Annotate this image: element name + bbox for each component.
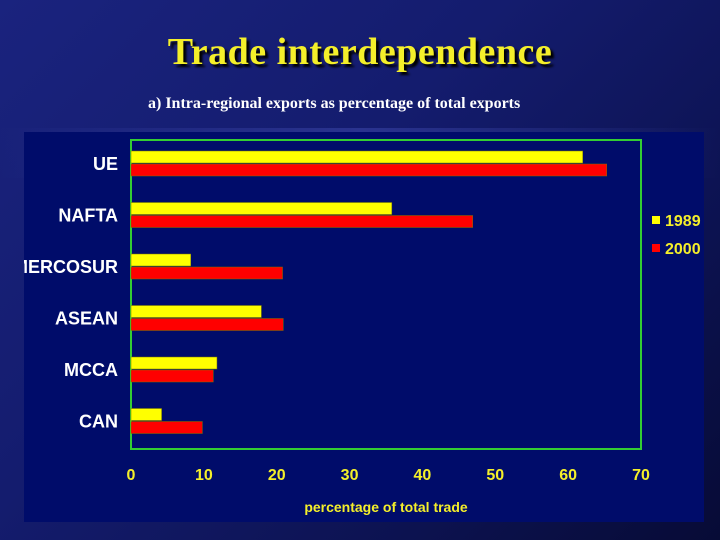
bar-asean-2000 [130, 318, 284, 331]
x-tick-60: 60 [559, 467, 577, 484]
slide-title: Trade interdependence [167, 31, 553, 73]
category-label-mcca: MCCA [64, 360, 118, 380]
bar-mcca-2000 [130, 369, 214, 383]
x-tick-labels: 0 10 20 30 40 50 60 70 [127, 467, 650, 484]
bars-group [130, 150, 608, 434]
bar-nafta-2000 [130, 215, 473, 228]
x-tick-0: 0 [127, 467, 136, 484]
x-tick-20: 20 [268, 467, 286, 484]
bar-can-2000 [130, 421, 203, 434]
category-labels: UE NAFTA MERCOSUR ASEAN MCCA CAN [24, 154, 118, 432]
x-tick-30: 30 [341, 467, 359, 484]
bar-mercosur-2000 [130, 266, 283, 280]
x-tick-70: 70 [632, 467, 650, 484]
plot-frame [130, 139, 642, 450]
bar-ue-1989 [130, 150, 583, 164]
x-tick-10: 10 [195, 467, 213, 484]
category-label-asean: ASEAN [55, 309, 118, 329]
legend: 1989 2000 [652, 213, 701, 258]
category-label-ue: UE [93, 154, 118, 174]
x-axis-title: percentage of total trade [304, 499, 468, 515]
category-label-can: CAN [79, 412, 118, 432]
legend-swatch-1989 [652, 216, 660, 224]
bar-chart: UE NAFTA MERCOSUR ASEAN MCCA CAN 0 10 20 30 40 50 6… [24, 139, 701, 515]
x-tick-40: 40 [414, 467, 432, 484]
bar-mcca-1989 [130, 356, 218, 370]
x-tick-50: 50 [486, 467, 504, 484]
category-label-nafta: NAFTA [58, 206, 118, 226]
category-label-mercosur: MERCOSUR [24, 257, 118, 277]
bar-can-1989 [130, 408, 162, 421]
slide-subtitle: a) Intra-regional exports as percentage … [148, 95, 521, 112]
bar-mercosur-1989 [130, 253, 191, 267]
legend-label-2000: 2000 [665, 241, 701, 258]
legend-swatch-2000 [652, 244, 660, 252]
legend-label-1989: 1989 [665, 213, 701, 230]
bar-asean-1989 [130, 305, 262, 318]
bar-nafta-1989 [130, 202, 393, 215]
bar-ue-2000 [130, 163, 608, 177]
